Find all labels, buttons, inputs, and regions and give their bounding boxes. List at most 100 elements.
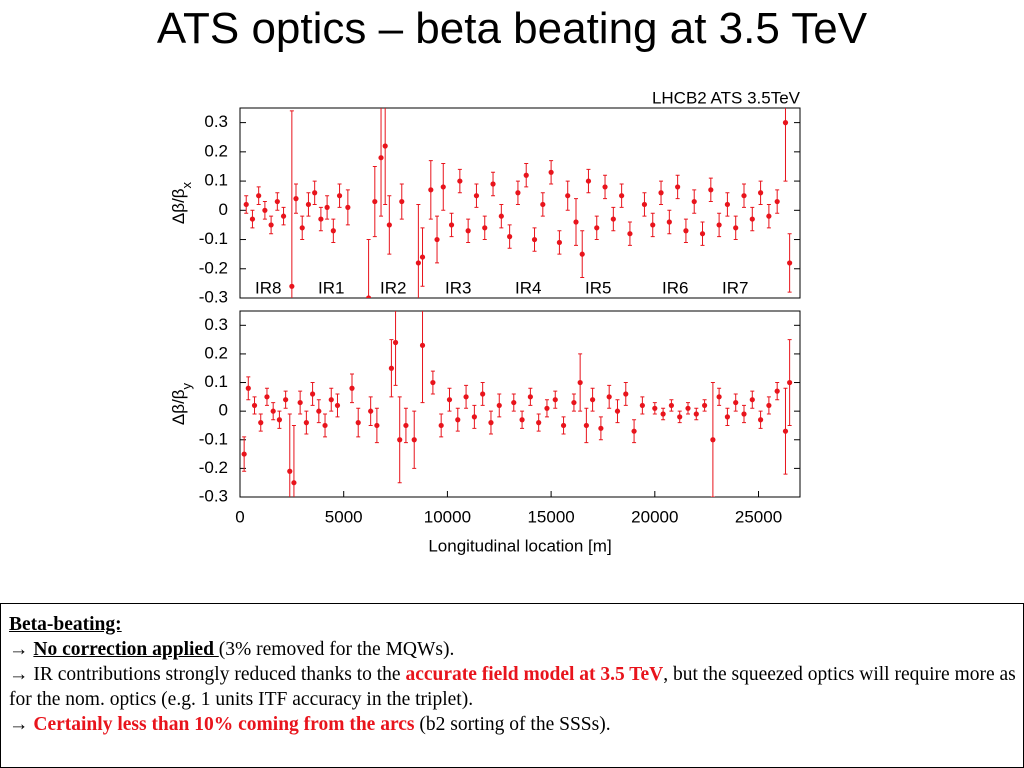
plot-area xyxy=(241,311,793,497)
point xyxy=(330,228,336,234)
point xyxy=(430,379,436,386)
point xyxy=(565,193,571,199)
point xyxy=(463,394,469,400)
y-tick-label: 0.3 xyxy=(204,315,228,334)
point xyxy=(598,425,604,431)
point xyxy=(411,437,417,443)
point xyxy=(610,216,616,222)
y-axis-label-sub: y xyxy=(179,382,194,389)
point xyxy=(685,405,691,411)
point xyxy=(403,422,409,429)
text: No correction applied xyxy=(33,639,219,660)
point xyxy=(488,420,494,426)
point xyxy=(316,408,322,414)
point xyxy=(374,422,380,429)
point xyxy=(577,379,583,386)
point xyxy=(782,120,789,126)
y-tick-label: 0.2 xyxy=(204,141,228,160)
point xyxy=(573,219,579,225)
point xyxy=(677,414,683,420)
y-tick-label: 0 xyxy=(219,200,228,219)
point xyxy=(548,169,554,175)
point xyxy=(448,222,455,228)
point xyxy=(733,225,739,231)
point xyxy=(741,411,747,417)
point xyxy=(446,397,453,403)
point xyxy=(289,283,295,289)
point xyxy=(419,254,426,260)
point xyxy=(708,187,714,193)
y-tick-label: -0.1 xyxy=(199,429,228,448)
y-tick-label: -0.3 xyxy=(199,287,228,306)
point xyxy=(334,402,341,409)
point xyxy=(602,184,608,190)
point xyxy=(774,388,780,394)
point xyxy=(365,295,372,298)
point xyxy=(473,193,480,199)
text: → xyxy=(9,714,34,735)
y-axis-label: Δβ/βy xyxy=(169,382,193,425)
point xyxy=(293,196,299,202)
point xyxy=(716,222,722,228)
point xyxy=(496,402,502,409)
point xyxy=(438,422,444,429)
point xyxy=(519,417,525,423)
point xyxy=(318,216,324,222)
point xyxy=(399,198,405,205)
point xyxy=(328,397,334,403)
point xyxy=(724,414,731,420)
point xyxy=(392,339,399,346)
text: Certainly less than 10% coming from the … xyxy=(33,714,415,735)
region-label: IR6 xyxy=(662,278,688,297)
point xyxy=(345,204,351,210)
point xyxy=(523,172,529,178)
text: (3% removed for the MQWs). xyxy=(218,639,455,660)
point xyxy=(386,222,392,228)
point xyxy=(594,225,600,231)
x-tick-label: 20000 xyxy=(631,507,678,526)
error-bar xyxy=(366,239,371,298)
point xyxy=(336,193,343,199)
x-tick-label: 5000 xyxy=(325,507,363,526)
point xyxy=(498,213,504,219)
point xyxy=(309,391,316,397)
text: → IR contributions strongly reduced than… xyxy=(9,664,406,685)
point xyxy=(251,402,258,409)
point xyxy=(650,222,656,228)
point xyxy=(774,198,780,205)
point xyxy=(749,216,755,222)
annotation: LHCB2 ATS 3.5TeV xyxy=(652,88,801,107)
x-tick-label: 10000 xyxy=(424,507,471,526)
point xyxy=(766,213,772,219)
point xyxy=(757,190,764,196)
x-tick-label: 25000 xyxy=(735,507,782,526)
text-box: Beta-beating: → No correction applied (3… xyxy=(0,603,1024,768)
point xyxy=(378,155,384,161)
point xyxy=(675,184,681,190)
point xyxy=(583,422,589,429)
point xyxy=(388,365,395,371)
point xyxy=(540,201,546,208)
region-label: IR3 xyxy=(445,278,471,297)
point xyxy=(511,399,517,406)
point xyxy=(556,239,563,246)
point xyxy=(627,231,633,237)
point xyxy=(324,204,330,210)
point xyxy=(303,420,309,426)
point xyxy=(787,260,793,266)
point xyxy=(280,213,287,219)
point xyxy=(716,394,722,400)
point xyxy=(589,397,596,403)
x-axis-label: Longitudinal location [m] xyxy=(428,536,611,555)
point xyxy=(515,190,521,196)
point xyxy=(571,399,577,406)
y-tick-label: 0.1 xyxy=(204,372,228,391)
point xyxy=(666,219,672,225)
text: (b2 sorting of the SSSs). xyxy=(414,714,611,735)
point xyxy=(658,190,664,196)
point xyxy=(631,428,637,434)
point xyxy=(268,222,274,228)
point xyxy=(552,397,558,403)
